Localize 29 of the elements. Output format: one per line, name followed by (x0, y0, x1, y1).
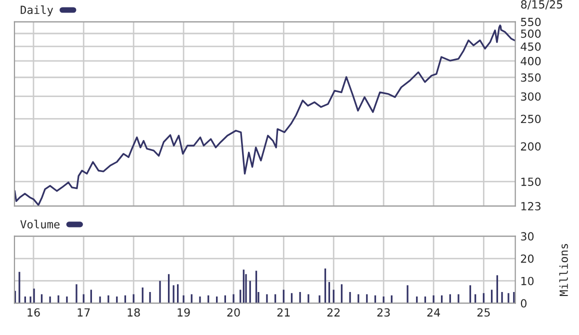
legend-label: Daily (20, 5, 54, 16)
y-tick-label: 500 (521, 29, 541, 38)
y-tick-label: 0 (520, 299, 527, 308)
y-tick-label: 450 (520, 42, 541, 51)
y-tick-label: 550 (521, 18, 541, 26)
text: 8/15/25 (521, 0, 562, 10)
y-tick-label: 123 (521, 202, 540, 210)
x-tick-label: 17 (78, 308, 90, 316)
y-tick-label: 400 (520, 56, 541, 66)
y-tick-label: 350 (521, 73, 541, 82)
x-tick-label: 18 (128, 308, 140, 317)
y-tick-label: 250 (520, 114, 541, 124)
y-tick-label: 20 (520, 254, 534, 263)
x-tick-label: 22 (327, 308, 340, 316)
y-tick-label: 300 (521, 92, 541, 101)
x-tick-label: 21 (277, 308, 290, 316)
y-axis-title: Millions (559, 244, 568, 296)
x-tick-label: 23 (377, 308, 390, 317)
legend-label: Volume (20, 220, 60, 228)
line-series (14, 24, 516, 206)
y-tick-label: 150 (521, 178, 541, 186)
x-tick-label: 19 (178, 308, 190, 317)
y-tick-label: 200 (520, 142, 541, 151)
x-tick-label: 20 (227, 308, 240, 317)
x-tick-label: 24 (427, 308, 440, 316)
y-tick-label: 30 (521, 232, 534, 241)
x-tick-label: 16 (28, 308, 40, 317)
x-tick-label: 25 (477, 308, 490, 317)
y-tick-label: 10 (521, 276, 534, 286)
